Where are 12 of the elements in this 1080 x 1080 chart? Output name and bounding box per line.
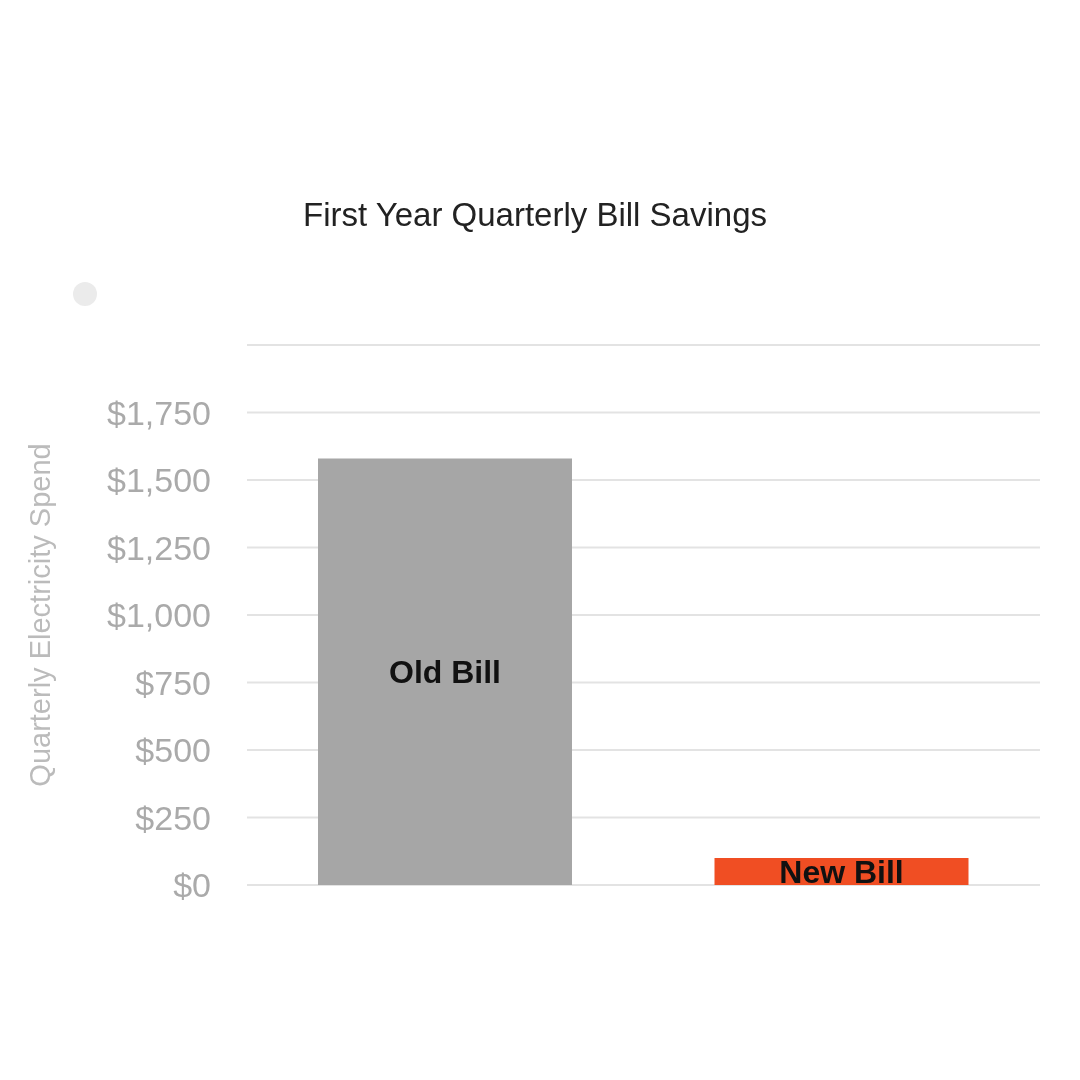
y-tick-label: $0 — [173, 866, 211, 905]
y-tick-label: $1,000 — [107, 596, 211, 635]
y-tick-label: $1,250 — [107, 528, 211, 567]
chart-title: First Year Quarterly Bill Savings — [302, 196, 768, 234]
x-tick-label: Old Bill — [389, 654, 501, 691]
y-tick-label: $1,500 — [107, 461, 211, 500]
y-axis-title: Quarterly Electricity Spend — [24, 443, 57, 787]
y-tick-label: $750 — [135, 663, 211, 702]
y-tick-label: $1,750 — [107, 393, 211, 432]
y-tick-label: $500 — [135, 731, 211, 770]
y-tick-label: $250 — [135, 798, 211, 837]
x-tick-label: New Bill — [779, 853, 904, 890]
